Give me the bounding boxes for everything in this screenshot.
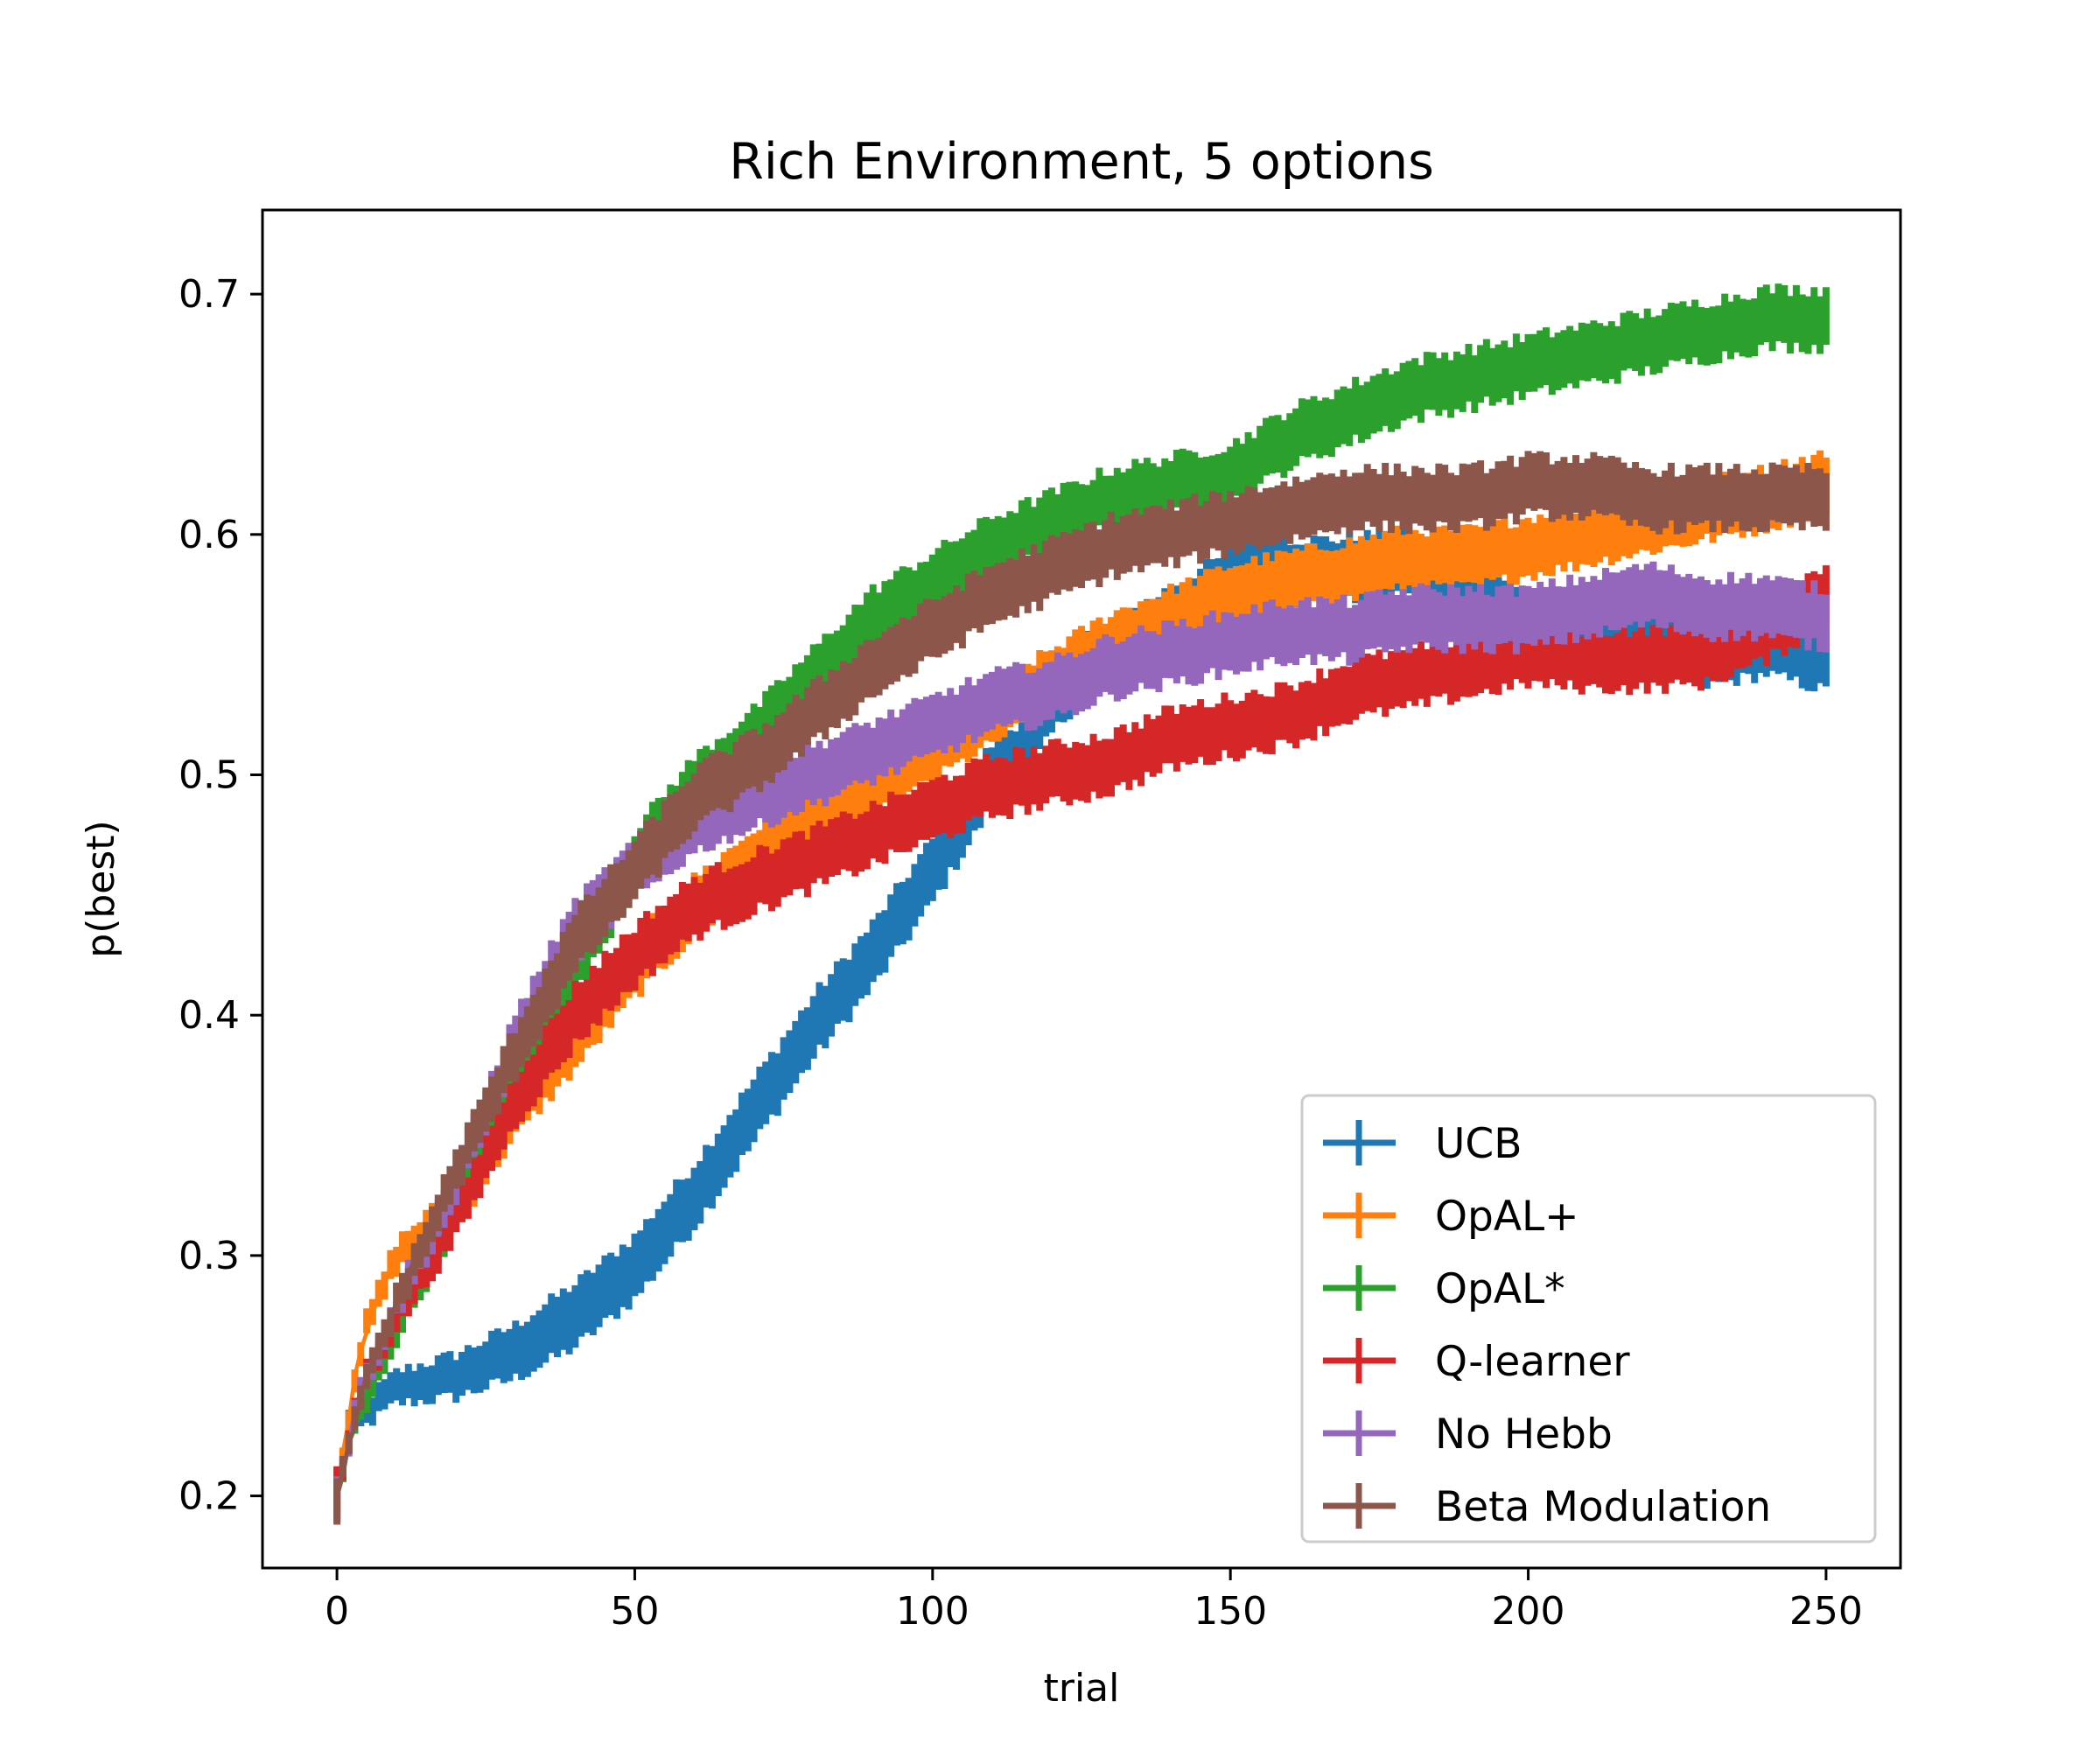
legend-label: OpAL+ [1435, 1193, 1579, 1241]
x-tick-label: 250 [1789, 1589, 1863, 1634]
legend-item: Beta Modulation [1323, 1483, 1771, 1531]
series-beta-modulation [333, 451, 1830, 1525]
x-tick-label: 50 [610, 1589, 659, 1634]
chart-title: Rich Environment, 5 options [729, 133, 1434, 191]
legend-label: Beta Modulation [1435, 1483, 1771, 1531]
legend: UCB OpAL+ OpAL* Q-learner No Hebb Beta Modula… [1300, 1094, 1877, 1544]
x-tick-label: 200 [1492, 1589, 1565, 1634]
y-tick-label: 0.4 [178, 993, 240, 1038]
legend-item: UCB [1323, 1120, 1522, 1168]
y-tick-label: 0.3 [178, 1234, 240, 1278]
series-q-learner [333, 565, 1830, 1513]
mean-line [334, 596, 1827, 1498]
x-axis-label: trial [1044, 1666, 1120, 1711]
ticks-layer: 0 50 100 150 200 250 0.2 0.3 0.4 0.5 0.6 0.7 [178, 272, 1863, 1634]
y-tick-label: 0.5 [178, 753, 240, 798]
y-tick-label: 0.2 [178, 1474, 240, 1519]
legend-label: No Hebb [1435, 1410, 1613, 1459]
y-tick-label: 0.7 [178, 272, 240, 317]
legend-item: OpAL+ [1323, 1193, 1579, 1241]
series-layer [333, 284, 1830, 1525]
y-axis-label: p(best) [79, 820, 123, 957]
legend-box [1300, 1094, 1877, 1544]
legend-label: Q-learner [1435, 1338, 1630, 1386]
y-tick-label: 0.6 [178, 513, 240, 557]
legend-label: OpAL* [1435, 1265, 1565, 1313]
legend-item: Q-learner [1323, 1338, 1630, 1386]
x-tick-label: 0 [325, 1589, 349, 1634]
legend-label: UCB [1435, 1120, 1522, 1168]
x-tick-label: 100 [896, 1589, 970, 1634]
legend-item: OpAL* [1323, 1265, 1565, 1313]
legend-item: No Hebb [1323, 1410, 1613, 1459]
mean-line [334, 480, 1828, 1493]
x-tick-label: 150 [1194, 1589, 1267, 1634]
plot-frame [261, 208, 1902, 1570]
